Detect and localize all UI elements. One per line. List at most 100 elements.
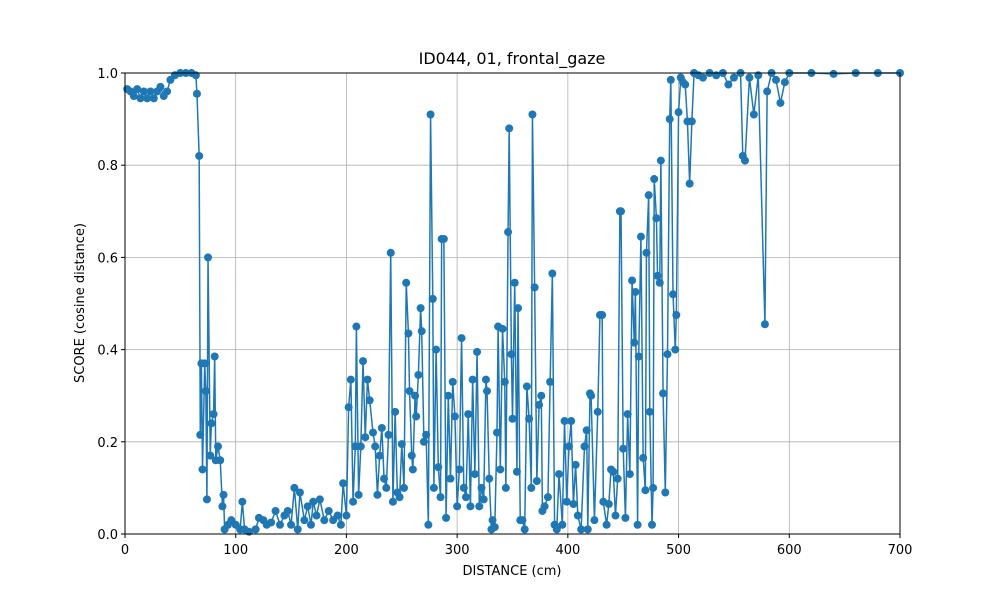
data-point [422,430,431,439]
data-point [411,391,420,400]
data-point [444,391,453,400]
data-point [426,110,435,119]
data-point [315,495,324,504]
data-point [522,382,531,391]
data-point [475,502,484,511]
data-point [613,474,622,483]
data-point [307,520,315,529]
data-point [498,324,507,333]
data-point [772,75,780,84]
data-point [619,444,628,453]
data-point [681,80,690,89]
data-point [448,377,457,386]
data-point [776,98,785,107]
data-point [428,294,437,303]
data-point [501,483,510,492]
data-point [642,248,651,257]
data-point [271,506,280,515]
data-point [665,115,674,124]
data-point [611,511,620,520]
data-point [527,483,536,492]
x-tick-label: 600 [777,543,802,558]
data-point [133,85,142,94]
data-point [351,442,360,451]
data-point [129,92,138,101]
data-point [192,89,201,98]
data-point [391,407,400,416]
data-point [621,513,630,522]
data-point [567,417,576,426]
data-point [163,87,172,96]
data-point [512,467,521,476]
data-point [344,403,353,412]
data-point [204,253,213,262]
x-tick-label: 0 [121,543,129,558]
data-point [669,290,678,299]
data-point [477,483,486,492]
plot-frame [124,72,901,535]
data-point [200,359,209,368]
data-point [514,304,523,313]
data-point [419,437,428,446]
y-axis-label: SCORE (cosine distance) [73,223,88,383]
data-point [598,311,607,320]
data-point [481,375,490,384]
data-point [648,520,656,529]
data-point [510,278,519,287]
data-point [625,470,634,479]
x-tick-label: 300 [445,543,470,558]
data-point [543,493,552,502]
data-point [214,442,222,451]
data-point [359,357,368,366]
data-point [293,525,302,534]
data-point [745,73,754,82]
data-point [479,495,488,504]
data-point [377,423,386,432]
data-point [352,322,361,331]
data-point [457,334,466,343]
data-point [687,117,696,126]
data-point [569,500,578,509]
data-point [450,412,459,421]
data-point [149,94,158,103]
data-point [685,179,694,188]
data-point [518,516,527,525]
data-point [395,493,404,502]
data-point [488,516,497,525]
data-point [373,490,382,499]
data-point [397,440,406,449]
data-point [571,460,580,469]
data-point [562,497,571,506]
data-point [209,410,218,419]
data-point [780,78,789,87]
data-point [760,320,769,329]
data-point [548,269,557,278]
data-point [508,414,517,423]
data-point [336,520,345,529]
data-point [470,470,479,479]
data-point [408,465,417,474]
data-point [295,488,304,497]
data-point [655,278,664,287]
data-point [464,410,473,419]
data-point [649,483,658,492]
data-point [369,428,377,437]
data-point [663,350,672,359]
chart-title: ID044, 01, frontal_gaze [419,49,606,69]
data-point [380,474,389,483]
data-point [656,156,665,165]
y-tick-label: 1.0 [97,67,118,82]
data-point [324,506,333,515]
data-point [623,410,632,419]
data-point [602,520,611,529]
data-point [493,428,501,437]
data-point [283,506,292,515]
y-tick-label: 0.6 [97,251,118,266]
data-point [300,516,309,525]
data-point [530,283,539,292]
data-point [639,453,648,462]
data-point [361,433,370,442]
data-point [342,511,351,520]
data-point [382,483,391,492]
